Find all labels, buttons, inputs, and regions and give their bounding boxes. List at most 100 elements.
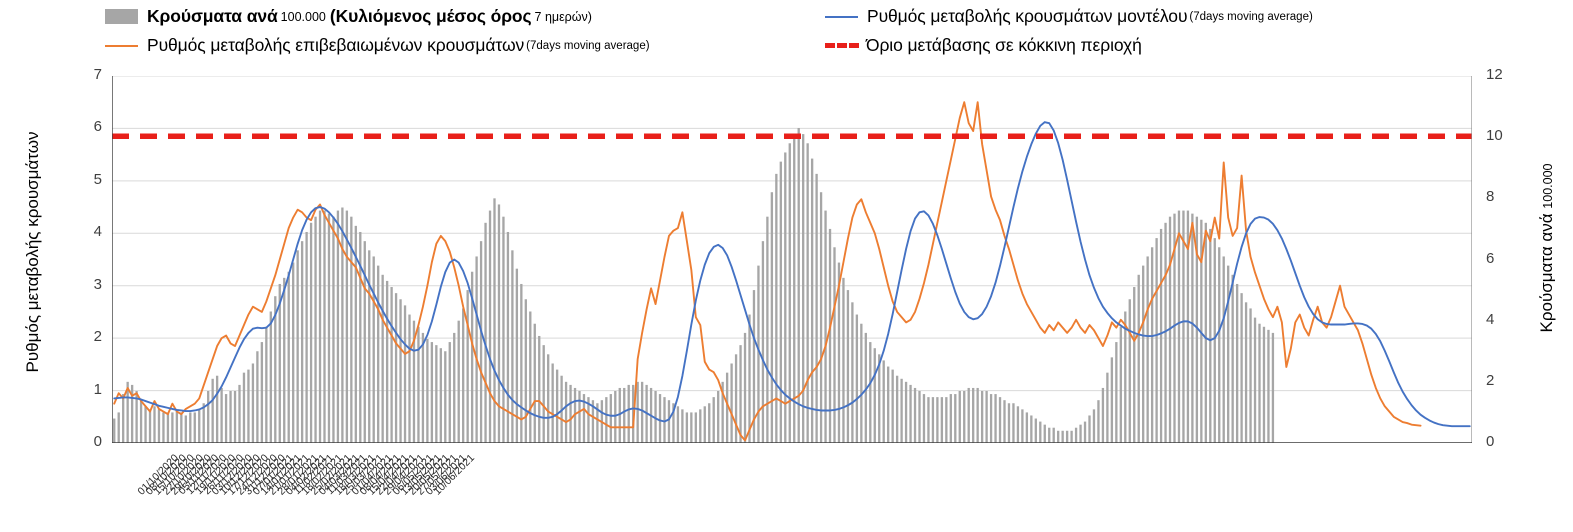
bar bbox=[699, 409, 702, 443]
bar bbox=[1142, 265, 1145, 443]
bar bbox=[1115, 342, 1118, 443]
bar bbox=[1061, 430, 1064, 443]
bar bbox=[672, 403, 675, 443]
bar bbox=[936, 397, 939, 443]
bar bbox=[663, 397, 666, 443]
bar bbox=[806, 143, 809, 443]
orange-line-swatch-icon bbox=[105, 44, 138, 47]
legend-threshold-label: Όριο μετάβασης σε κόκκινη περιοχή bbox=[866, 35, 1142, 55]
legend-blue-label: Ρυθμός μεταβολής κρουσμάτων μοντέλου bbox=[867, 6, 1188, 26]
bar bbox=[878, 354, 881, 443]
y-tick-label-left: 3 bbox=[93, 275, 102, 293]
y-axis-left-title: Ρυθμός μεταβολής κρουσμάτων bbox=[23, 131, 42, 373]
bar bbox=[229, 391, 232, 443]
bar bbox=[1177, 210, 1181, 443]
bar bbox=[909, 384, 912, 443]
bar bbox=[1133, 287, 1136, 443]
bar bbox=[985, 391, 988, 443]
bar bbox=[318, 210, 322, 443]
bar bbox=[1267, 329, 1270, 443]
bar bbox=[989, 394, 993, 443]
bar bbox=[1195, 216, 1199, 443]
bar bbox=[139, 400, 143, 443]
y-tick-label-right: 4 bbox=[1486, 310, 1495, 328]
bar bbox=[117, 412, 120, 443]
y-tick-label-left: 5 bbox=[93, 170, 102, 188]
bar bbox=[578, 391, 581, 443]
bar bbox=[775, 173, 778, 443]
bar bbox=[1048, 427, 1051, 443]
legend-item-bars[interactable]: Κρούσματα ανά 100.000 (Κυλιόμενος μέσος … bbox=[105, 6, 592, 27]
bar bbox=[439, 348, 442, 443]
bar bbox=[1240, 293, 1243, 443]
bar bbox=[927, 397, 930, 443]
bar bbox=[283, 277, 286, 443]
bar bbox=[122, 394, 125, 443]
y-tick-label-left: 2 bbox=[93, 328, 102, 346]
bar bbox=[1204, 222, 1207, 443]
bar bbox=[309, 222, 313, 443]
legend-item-orange-line[interactable]: Ρυθμός μεταβολής επιβεβαιωμένων κρουσμάτ… bbox=[105, 35, 650, 56]
bar bbox=[913, 387, 917, 443]
bar bbox=[551, 363, 554, 443]
bar bbox=[569, 384, 572, 443]
bar bbox=[278, 283, 281, 443]
bar bbox=[488, 210, 492, 443]
bar bbox=[734, 354, 738, 443]
bar bbox=[394, 293, 398, 443]
bar bbox=[703, 406, 706, 443]
y-tick-label-left: 1 bbox=[93, 380, 102, 398]
bar bbox=[596, 403, 599, 443]
y-tick-label-right: 8 bbox=[1486, 188, 1495, 206]
bar bbox=[144, 406, 147, 443]
legend-item-threshold[interactable]: Όριο μετάβασης σε κόκκινη περιοχή bbox=[825, 35, 1142, 56]
bar bbox=[256, 351, 259, 443]
bar bbox=[247, 369, 250, 443]
series-line bbox=[113, 101, 1422, 442]
bar bbox=[502, 216, 505, 443]
bar bbox=[1079, 424, 1082, 443]
bar bbox=[157, 409, 161, 443]
bar bbox=[345, 210, 349, 443]
bar bbox=[189, 412, 192, 443]
bar bbox=[591, 400, 595, 443]
bar bbox=[819, 192, 823, 443]
bar bbox=[547, 354, 550, 443]
bar bbox=[802, 134, 805, 443]
bar bbox=[462, 308, 465, 443]
bar bbox=[341, 207, 344, 443]
bar bbox=[1070, 430, 1073, 443]
bar bbox=[385, 280, 389, 443]
bar bbox=[1057, 430, 1060, 443]
legend-bars-label: Κρούσματα ανά bbox=[147, 6, 278, 26]
y-tick-label-right: 10 bbox=[1486, 127, 1503, 145]
bar bbox=[1092, 409, 1096, 443]
bar bbox=[618, 387, 621, 443]
legend-item-blue-line[interactable]: Ρυθμός μεταβολής κρουσμάτων μοντέλου (7d… bbox=[825, 6, 1313, 27]
bar bbox=[1030, 415, 1033, 443]
bar bbox=[202, 403, 205, 443]
bar bbox=[770, 192, 774, 443]
bar bbox=[945, 397, 948, 443]
bar bbox=[377, 265, 380, 443]
x-axis-tick-labels: 01/10/2020 08/10/2020 15/10/2020 22/10/2020… bbox=[112, 446, 1472, 532]
bar bbox=[224, 394, 228, 443]
bar bbox=[506, 231, 510, 443]
bar bbox=[824, 210, 827, 443]
bar bbox=[555, 369, 559, 443]
bar bbox=[685, 412, 689, 443]
bar bbox=[175, 409, 179, 443]
bar bbox=[1088, 415, 1091, 443]
bar bbox=[215, 375, 219, 443]
bar bbox=[690, 412, 693, 443]
y-tick-label-left: 6 bbox=[93, 118, 102, 136]
bar bbox=[851, 302, 854, 443]
bar bbox=[381, 274, 384, 443]
bar bbox=[171, 412, 174, 443]
bar bbox=[457, 320, 460, 443]
bar bbox=[748, 314, 751, 443]
bar bbox=[220, 387, 223, 443]
bar bbox=[448, 342, 451, 443]
bar bbox=[260, 342, 264, 443]
bar bbox=[1164, 222, 1167, 443]
